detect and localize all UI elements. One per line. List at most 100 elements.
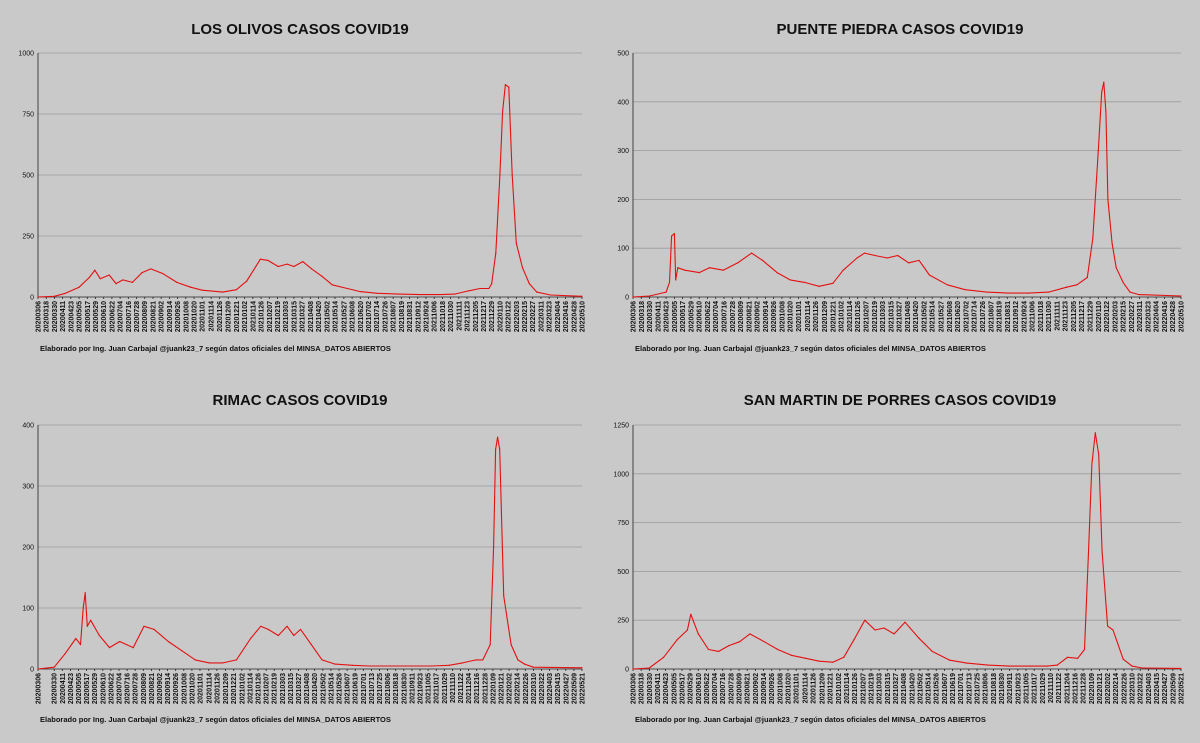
- y-tick-label: 400: [617, 99, 629, 106]
- data-point: [671, 235, 673, 237]
- x-tick-label: 20211029: [442, 673, 449, 704]
- data-point: [246, 280, 248, 282]
- x-tick-label: 20211122: [458, 673, 465, 703]
- data-point: [676, 639, 678, 641]
- x-tick-label: 20200306: [631, 673, 638, 704]
- x-tick-label: 20210303: [877, 673, 884, 704]
- x-tick-label: 20220121: [1097, 673, 1104, 704]
- x-tick-label: 20210923: [1015, 673, 1022, 704]
- x-tick-label: 20210713: [966, 673, 973, 704]
- x-tick-label: 20220226: [523, 673, 530, 704]
- data-point: [131, 281, 134, 283]
- x-tick-label: 20220510: [580, 301, 587, 332]
- x-tick-label: 20220110: [497, 301, 504, 332]
- series-line: [37, 436, 583, 670]
- x-tick-label: 20201101: [794, 673, 801, 704]
- y-tick-label: 250: [22, 234, 34, 241]
- x-tick-label: 20200330: [52, 673, 59, 704]
- x-tick-label: 20211216: [1072, 673, 1079, 704]
- data-point: [419, 293, 421, 296]
- x-tick-label: 20210114: [847, 301, 854, 332]
- data-point: [132, 647, 134, 649]
- data-point: [122, 279, 124, 281]
- data-point: [510, 644, 512, 646]
- data-point: [491, 282, 493, 285]
- x-tick-label: 20201209: [820, 673, 827, 704]
- data-point: [310, 644, 312, 646]
- x-tick-label: 20211111: [1054, 301, 1061, 331]
- data-point: [886, 257, 888, 259]
- data-point: [662, 656, 665, 658]
- x-tick-label: 20201221: [828, 673, 835, 704]
- data-point: [267, 259, 269, 261]
- credit-text: Elaborado por Ing. Juan Carbajal @juank2…: [40, 715, 391, 724]
- x-tick-label: 20200926: [769, 673, 776, 704]
- x-tick-label: 20210831: [1005, 301, 1012, 332]
- x-tick-label: 20211110: [450, 673, 457, 703]
- data-point: [1180, 295, 1182, 297]
- data-point: [277, 265, 279, 268]
- data-point: [37, 668, 39, 670]
- data-point: [389, 665, 391, 667]
- data-point: [1087, 551, 1090, 553]
- data-point: [479, 287, 481, 290]
- x-tick-label: 20200902: [755, 301, 762, 332]
- x-tick-label: 20211005: [1023, 673, 1030, 704]
- data-point: [1141, 667, 1143, 669]
- x-tick-label: 20210420: [312, 673, 319, 704]
- x-tick-label: 20210514: [926, 673, 933, 704]
- x-tick-label: 20201008: [183, 301, 190, 332]
- x-tick-label: 20211205: [473, 301, 480, 332]
- x-tick-label: 20210514: [332, 301, 339, 332]
- data-point: [708, 267, 711, 269]
- x-tick-label: 20200517: [85, 301, 92, 332]
- x-tick-label: 20210327: [893, 673, 900, 704]
- x-tick-label: 20220110: [1096, 301, 1103, 332]
- data-point: [1076, 284, 1078, 286]
- data-point: [321, 275, 323, 277]
- data-point: [1066, 656, 1069, 658]
- data-point: [931, 650, 933, 653]
- x-tick-label: 20200411: [655, 673, 662, 704]
- data-point: [690, 613, 692, 615]
- y-tick-label: 200: [22, 545, 34, 552]
- data-point: [250, 637, 252, 640]
- x-tick-label: 20220227: [1129, 301, 1136, 332]
- data-point: [521, 267, 524, 269]
- y-tick-label: 750: [22, 112, 34, 119]
- x-tick-label: 20210126: [852, 673, 859, 704]
- data-point: [1097, 150, 1099, 152]
- data-point: [1008, 665, 1010, 667]
- x-tick-label: 20200821: [149, 673, 156, 704]
- x-tick-label: 20210315: [885, 673, 892, 704]
- x-tick-label: 20210207: [860, 673, 867, 704]
- x-tick-label: 20220323: [547, 301, 554, 332]
- x-tick-label: 20201126: [813, 301, 820, 332]
- x-tick-label: 20200716: [721, 301, 728, 332]
- data-point: [517, 659, 519, 661]
- data-point: [928, 274, 931, 276]
- x-tick-label: 20201114: [803, 673, 810, 703]
- x-tick-label: 20200505: [77, 301, 84, 332]
- data-point: [497, 436, 499, 438]
- y-tick-label: 500: [617, 569, 629, 576]
- x-tick-label: 20211005: [426, 673, 433, 704]
- data-point: [818, 660, 820, 662]
- data-point: [777, 648, 779, 651]
- x-tick-label: 20210911: [409, 673, 416, 704]
- data-point: [1083, 648, 1086, 651]
- x-tick-label: 20201126: [214, 673, 221, 704]
- data-point: [84, 592, 86, 594]
- data-point: [515, 242, 517, 244]
- data-point: [632, 296, 634, 298]
- x-tick-label: 20220428: [1170, 301, 1177, 332]
- data-point: [728, 644, 730, 647]
- x-tick-label: 20201221: [234, 301, 241, 332]
- x-tick-label: 20211030: [1046, 301, 1053, 332]
- x-tick-label: 20200716: [126, 301, 133, 332]
- y-tick-label: 100: [22, 606, 34, 613]
- data-point: [1106, 625, 1109, 627]
- x-tick-label: 20200306: [631, 301, 638, 332]
- data-point: [1122, 658, 1124, 660]
- x-tick-label: 20201209: [223, 673, 230, 704]
